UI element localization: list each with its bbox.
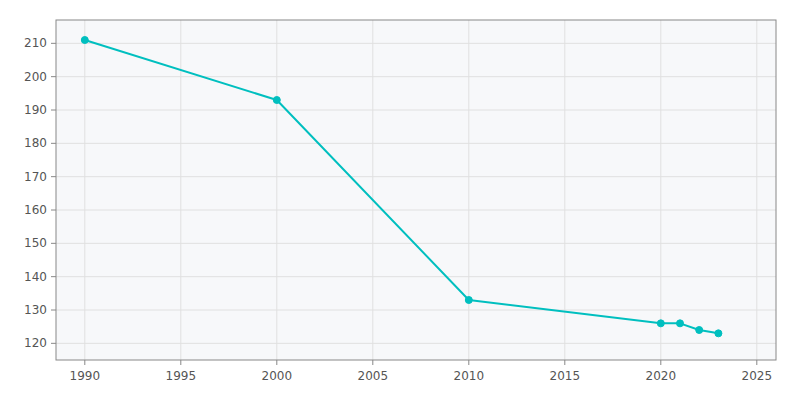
axes: 1990 1995 2000 2005 2010 2015 2020 2025 120 130 14… [24, 20, 776, 383]
tick-label-x: 2005 [358, 369, 389, 383]
point [81, 37, 88, 44]
tick-label-y: 180 [24, 136, 47, 150]
tick-mark-x [756, 360, 757, 365]
grid [56, 20, 776, 360]
grid-line-x [372, 20, 373, 360]
tick-label-x: 1995 [166, 369, 197, 383]
tick-mark-y [51, 343, 56, 344]
tick-mark-x [276, 360, 277, 365]
chart-container: 1990 1995 2000 2005 2010 2015 2020 2025 120 130 14… [0, 0, 800, 400]
grid-line-y [56, 76, 776, 77]
tick-mark-y [51, 176, 56, 177]
tick-mark-y [51, 43, 56, 44]
tick-label-y: 130 [24, 303, 47, 317]
plot-area [56, 20, 776, 360]
grid-line-y [56, 343, 776, 344]
tick-mark-x [180, 360, 181, 365]
point [273, 97, 280, 104]
grid-line-y [56, 210, 776, 211]
tick-mark-x [372, 360, 373, 365]
grid-line-x [756, 20, 757, 360]
tick-mark-x [84, 360, 85, 365]
grid-line-y [56, 143, 776, 144]
grid-line-y [56, 43, 776, 44]
point [715, 330, 722, 337]
grid-line-y [56, 110, 776, 111]
tick-label-y: 190 [24, 103, 47, 117]
tick-mark-y [51, 76, 56, 77]
grid-line-y [56, 310, 776, 311]
tick-mark-y [51, 310, 56, 311]
series [81, 37, 722, 337]
tick-mark-x [564, 360, 565, 365]
point [465, 297, 472, 304]
tick-label-x: 2000 [262, 369, 293, 383]
grid-line-x [276, 20, 277, 360]
plot-frame [56, 20, 776, 360]
chart: 1990 1995 2000 2005 2010 2015 2020 2025 120 130 14… [0, 0, 800, 400]
tick-mark-y [51, 276, 56, 277]
grid-line-x [660, 20, 661, 360]
grid-line-y [56, 176, 776, 177]
tick-label-y: 140 [24, 270, 47, 284]
tick-label-x: 2010 [454, 369, 485, 383]
tick-label-y: 150 [24, 236, 47, 250]
point [696, 327, 703, 334]
tick-mark-x [660, 360, 661, 365]
grid-line-x [564, 20, 565, 360]
tick-label-y: 170 [24, 170, 47, 184]
tick-mark-y [51, 243, 56, 244]
tick-label-x: 1990 [70, 369, 101, 383]
tick-mark-y [51, 110, 56, 111]
tick-mark-y [51, 143, 56, 144]
tick-label-y: 120 [24, 336, 47, 350]
tick-label-x: 2025 [742, 369, 773, 383]
line [85, 40, 719, 333]
tick-mark-y [51, 210, 56, 211]
tick-mark-x [468, 360, 469, 365]
tick-label-y: 200 [24, 70, 47, 84]
tick-label-x: 2015 [550, 369, 581, 383]
grid-line-x [468, 20, 469, 360]
tick-label-y: 160 [24, 203, 47, 217]
point [657, 320, 664, 327]
point [677, 320, 684, 327]
tick-label-x: 2020 [646, 369, 677, 383]
tick-label-y: 210 [24, 36, 47, 50]
grid-line-y [56, 276, 776, 277]
grid-line-x [84, 20, 85, 360]
